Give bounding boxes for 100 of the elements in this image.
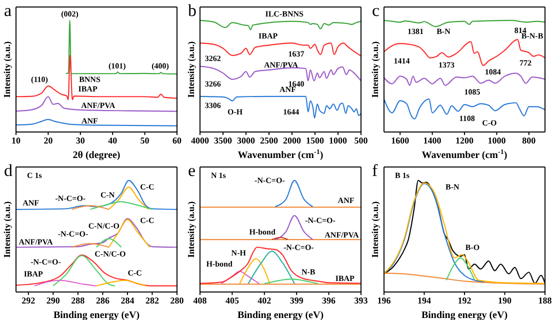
x-tick-label: 1400	[423, 135, 442, 146]
x-axis-title: Binding energy (eV)	[237, 310, 324, 320]
annotation: ANF/PVA	[264, 60, 298, 70]
x-tick-label: 40	[108, 135, 118, 146]
annotation: N-H	[231, 248, 247, 258]
x-tick-label: 3500	[214, 135, 232, 146]
x-tick-label: 292	[22, 295, 36, 306]
annotation: O-H	[228, 107, 244, 116]
x-tick-label: 800	[522, 135, 536, 146]
chart-title: f	[372, 161, 378, 180]
x-tick-label: 1600	[391, 135, 410, 146]
annotation: 3262	[204, 54, 221, 63]
annotation: 1381	[408, 27, 424, 36]
x-tick-label: 1500	[306, 135, 324, 146]
annotation: IBAP	[24, 270, 44, 279]
chart-subtitle: N 1s	[211, 171, 226, 180]
x-tick-label: 196	[377, 295, 392, 306]
x-tick-label: 10	[12, 135, 21, 146]
chart-title: d	[4, 161, 13, 180]
chart-title: b	[188, 1, 196, 20]
x-tick-label: 396	[322, 295, 336, 306]
annotation: 1085	[464, 87, 480, 96]
annotation: 1084	[484, 67, 501, 76]
annotation: -N-C=O-	[55, 194, 86, 203]
y-axis-title: Intensity (a.u.)	[370, 201, 380, 258]
x-tick-label: 405	[225, 295, 240, 306]
x-tick-label: 20	[44, 135, 54, 146]
chart-title: a	[4, 1, 12, 20]
x-axis-title: Wavenumber (cm$^{-1}$)	[422, 148, 508, 161]
x-tick-label: 1000	[488, 135, 506, 146]
annotation: N-B	[301, 267, 316, 276]
x-tick-label: 280	[170, 295, 184, 306]
annotation: C-N/C-O	[94, 250, 126, 258]
x-tick-label: 194	[418, 295, 432, 306]
x-tick-label: 3000	[237, 135, 256, 146]
x-tick-label: 2000	[283, 135, 302, 146]
annotation: 1108	[459, 114, 475, 124]
x-tick-label: 2500	[260, 135, 278, 146]
annotation: -N-C=O-	[58, 230, 88, 238]
annotation: ANF/PVA	[81, 100, 116, 110]
annotation: 772	[520, 58, 532, 68]
annotation: C-C	[128, 268, 142, 278]
annotation: C-O	[482, 118, 497, 128]
annotation: -N-C=O-	[284, 242, 314, 252]
annotation: ANF/PVA	[18, 237, 54, 246]
x-tick-label: 402	[258, 295, 272, 306]
x-axis-title: Wavenumber (cm$^{-1}$)	[238, 148, 324, 161]
annotation: (101)	[108, 62, 126, 71]
x-tick-label: 500	[354, 135, 368, 146]
annotation: H-bond	[206, 260, 233, 269]
annotation: H-bond	[249, 227, 276, 236]
annotation: 3306	[204, 100, 221, 110]
chart-subtitle: C 1s	[27, 171, 42, 180]
x-tick-label: 50	[140, 135, 150, 146]
annotation: 3266	[204, 80, 221, 88]
annotation: IBAP	[258, 32, 278, 40]
x-tick-label: 399	[290, 295, 304, 306]
annotation: B-N	[436, 27, 451, 36]
y-axis-title: Intensity (a.u.)	[186, 201, 196, 258]
annotation: 1414	[394, 56, 410, 66]
x-tick-label: 4000	[191, 135, 210, 146]
annotation: C-C	[140, 182, 155, 192]
annotation: ANF	[338, 196, 354, 205]
chart-title: e	[188, 161, 196, 180]
annotation: ANF	[22, 198, 40, 208]
x-tick-label: 284	[120, 295, 135, 306]
x-tick-label: 393	[354, 295, 368, 306]
annotation: 1644	[283, 107, 300, 116]
annotation: B-O	[465, 242, 480, 252]
x-tick-label: 286	[96, 295, 110, 306]
y-axis-title: Intensity (a.u.)	[2, 201, 12, 258]
y-axis-title: Intensity (a.u.)	[186, 41, 196, 98]
x-tick-label: 60	[172, 135, 182, 146]
annotation: IBAP	[78, 84, 98, 94]
x-tick-label: 192	[458, 295, 472, 306]
x-tick-label: 190	[498, 295, 512, 306]
x-tick-label: 290	[46, 295, 60, 306]
annotation: (110)	[31, 75, 48, 84]
x-axis-title: Binding energy (eV)	[421, 310, 508, 320]
annotation: 1637	[288, 49, 304, 58]
x-tick-label: 288	[71, 295, 86, 306]
annotation: ANF/PVA	[324, 230, 359, 240]
annotation: -N-C=O-	[30, 257, 62, 266]
annotation: ANF	[82, 116, 98, 126]
annotation: (400)	[152, 62, 170, 71]
x-tick-label: 30	[76, 135, 86, 146]
annotation: 1373	[438, 60, 454, 70]
annotation: IBAP	[335, 274, 355, 284]
annotation: -N-C=O-	[254, 176, 286, 185]
annotation: C-N	[100, 190, 115, 200]
text: ILC-BNNS	[265, 9, 304, 18]
annotation: -N-C=O-	[305, 216, 336, 226]
x-tick-label: 408	[193, 295, 208, 306]
chart-subtitle: B 1s	[395, 171, 410, 180]
y-axis-title: Intensity (a.u.)	[370, 41, 380, 98]
annotation: B-N	[446, 182, 460, 192]
annotation: C-C	[140, 216, 155, 226]
x-tick-label: 1000	[329, 135, 348, 146]
x-axis-title: 2θ (degree)	[72, 150, 120, 161]
annotation: BNNS	[79, 75, 101, 84]
